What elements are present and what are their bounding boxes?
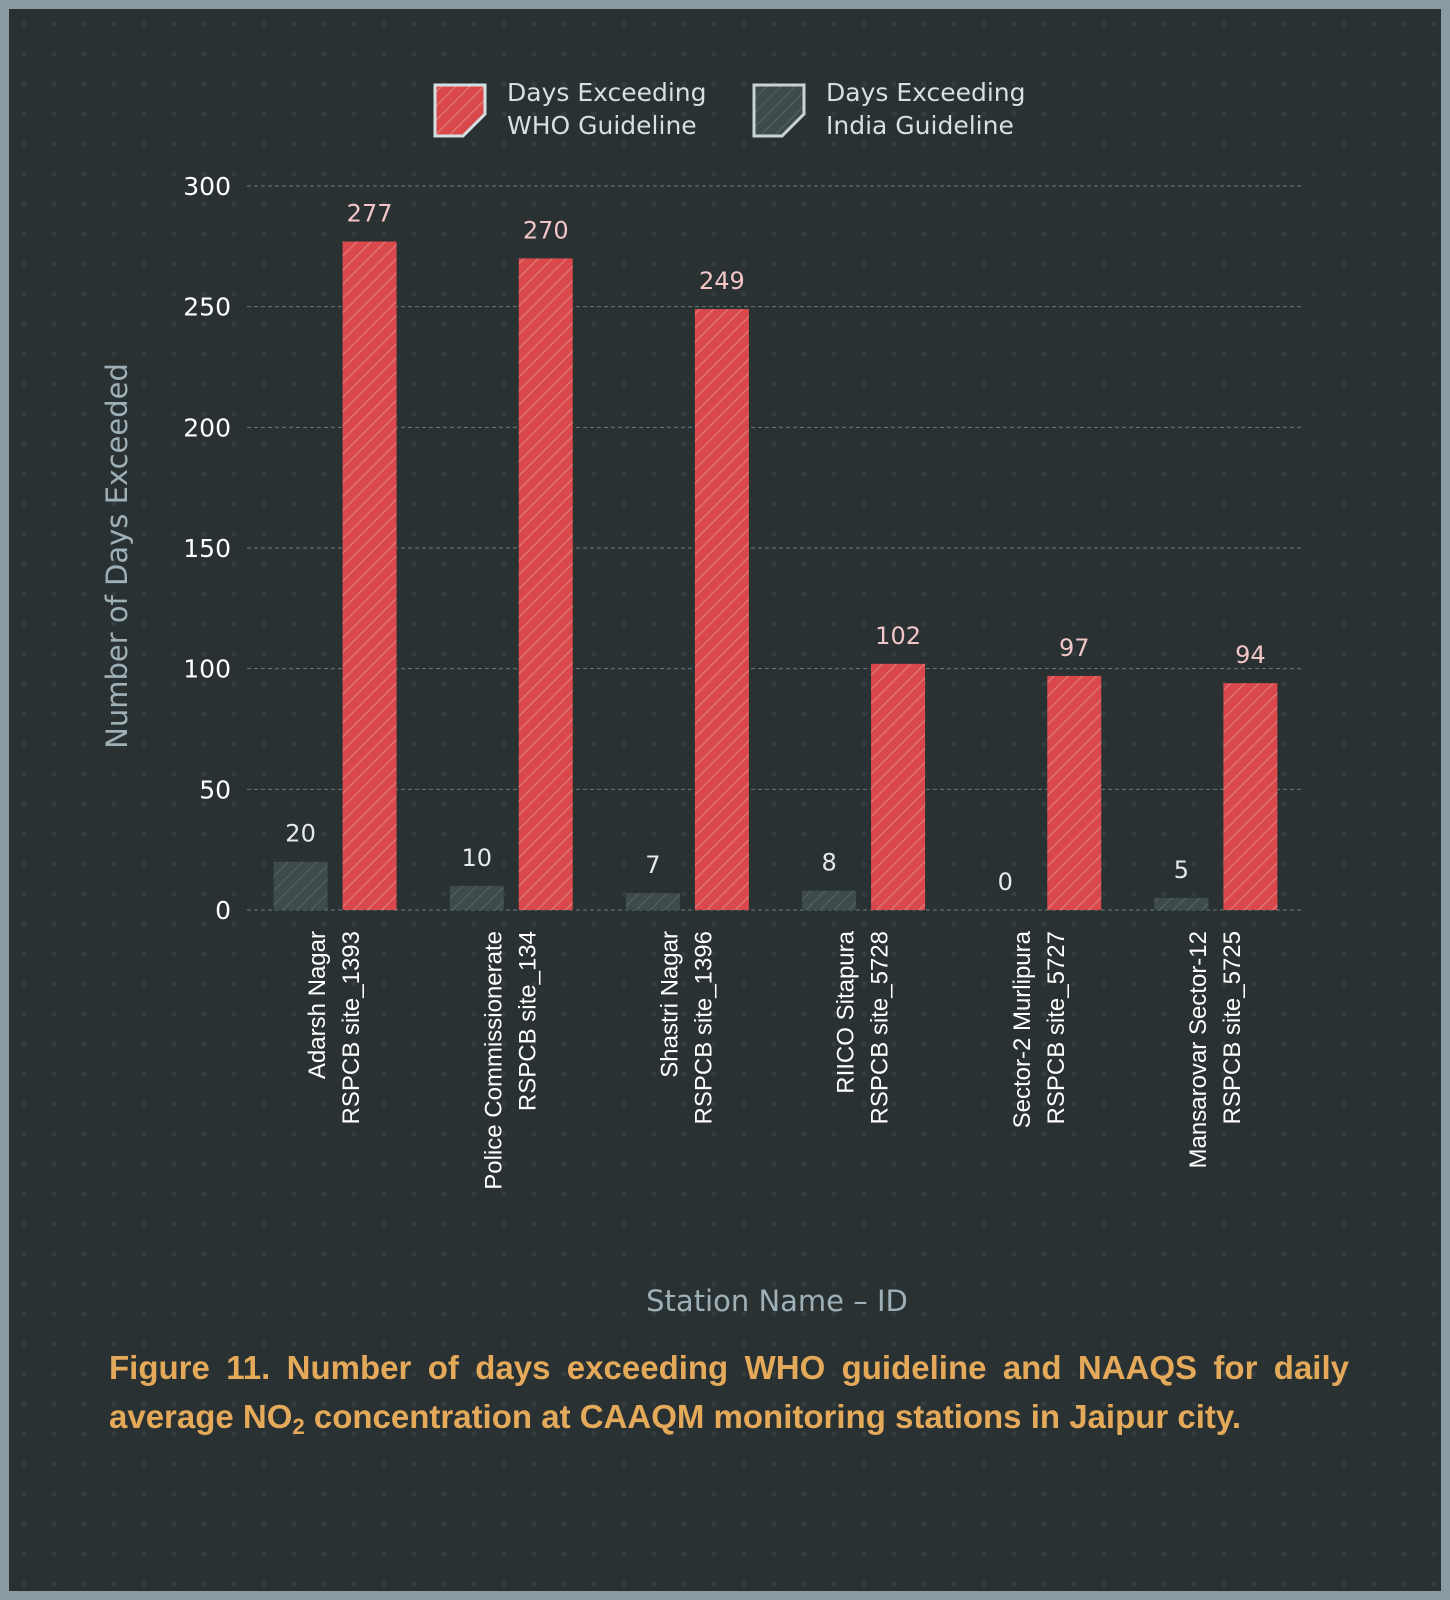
who-value-label: 249 (699, 267, 745, 295)
caption-subscript: 2 (292, 1414, 305, 1439)
who-value-label: 277 (347, 200, 393, 228)
india-value-label: 5 (1174, 856, 1189, 884)
who-bar (342, 241, 397, 911)
x-category-label: Adarsh Nagar RSPCB site_1393 (304, 931, 365, 1124)
legend-label: Days Exceeding India Guideline (826, 78, 1026, 140)
legend-label-line: WHO Guideline (507, 111, 697, 140)
x-category-label-line: RSPCB site_134 (514, 931, 541, 1111)
x-category-label-line: Police Commissionerate (480, 931, 507, 1190)
y-tick-label: 100 (183, 655, 231, 684)
india-bar (273, 861, 328, 910)
india-bar (449, 885, 504, 910)
caption-text: Figure 11. Number of days exceeding WHO … (109, 1349, 1349, 1435)
y-axis-title: Number of Days Exceeded (100, 363, 134, 749)
x-category-label: Sector-2 Murlipura RSPCB site_5727 (1009, 930, 1070, 1128)
legend-swatch-india (752, 83, 806, 138)
figure-panel: 0 50 100 150 200 250 300 20 277 10 270 7 249 8 102 0 97… (9, 9, 1441, 1591)
legend-label-line: India Guideline (826, 111, 1014, 140)
x-category-label: Shastri Nagar RSPCB site_1396 (656, 931, 717, 1124)
bar-chart: 0 50 100 150 200 250 300 20 277 10 270 7 249 8 102 0 97… (100, 78, 1304, 1318)
x-category-label-line: Adarsh Nagar (304, 931, 331, 1079)
legend-swatch-who (433, 83, 487, 138)
legend-label-line: Days Exceeding (826, 78, 1026, 107)
y-axis-ticks: 0 50 100 150 200 250 300 (183, 172, 231, 925)
who-bar (1223, 683, 1278, 910)
india-bar (625, 893, 680, 910)
x-category-label: RIICO Sitapura RSPCB site_5728 (833, 930, 894, 1124)
x-category-label-line: Shastri Nagar (656, 931, 683, 1078)
y-tick-label: 50 (199, 775, 231, 804)
x-category-label: Mansarovar Sector-12 RSPCB site_5725 (1185, 931, 1246, 1168)
figure-caption: Figure 11. Number of days exceeding WHO … (109, 1343, 1349, 1441)
who-bar (518, 258, 573, 910)
who-bar (694, 309, 749, 911)
india-value-label: 0 (998, 868, 1013, 896)
who-bar (871, 663, 926, 910)
x-category-label: Police Commissionerate RSPCB site_134 (480, 931, 541, 1190)
x-axis-category-labels: Adarsh Nagar RSPCB site_1393 Police Commis… (304, 930, 1246, 1189)
india-bar (1154, 897, 1209, 910)
value-labels: 20 277 10 270 7 249 8 102 0 97 5 94 (285, 200, 1265, 896)
caption-text-end: concentration at CAAQM monitoring statio… (304, 1398, 1241, 1435)
x-category-label-line: RIICO Sitapura (833, 930, 860, 1093)
y-tick-label: 300 (183, 172, 231, 201)
y-tick-label: 250 (183, 293, 231, 322)
y-tick-label: 0 (215, 896, 231, 925)
india-value-label: 20 (285, 820, 316, 848)
who-value-label: 102 (875, 622, 921, 650)
x-category-label-line: Mansarovar Sector-12 (1185, 931, 1212, 1168)
who-value-label: 97 (1059, 634, 1090, 662)
india-bar (802, 890, 857, 910)
y-tick-label: 200 (183, 413, 231, 442)
legend-label-line: Days Exceeding (507, 78, 707, 107)
x-category-label-line: Sector-2 Murlipura (1009, 930, 1036, 1128)
india-value-label: 10 (461, 844, 492, 872)
india-value-label: 7 (645, 851, 660, 879)
who-value-label: 94 (1235, 641, 1266, 669)
bars (273, 241, 1278, 911)
y-tick-label: 150 (183, 534, 231, 563)
x-category-label-line: RSPCB site_1396 (690, 931, 717, 1124)
who-value-label: 270 (523, 216, 569, 244)
india-value-label: 8 (821, 849, 836, 877)
x-category-label-line: RSPCB site_5727 (1043, 931, 1070, 1124)
x-category-label-line: RSPCB site_5725 (1219, 931, 1246, 1124)
legend-label: Days Exceeding WHO Guideline (507, 78, 707, 140)
x-category-label-line: RSPCB site_1393 (338, 931, 365, 1124)
x-axis-title: Station Name – ID (646, 1284, 908, 1318)
who-bar (1047, 675, 1102, 910)
x-category-label-line: RSPCB site_5728 (867, 931, 894, 1124)
gridlines (247, 185, 1304, 911)
